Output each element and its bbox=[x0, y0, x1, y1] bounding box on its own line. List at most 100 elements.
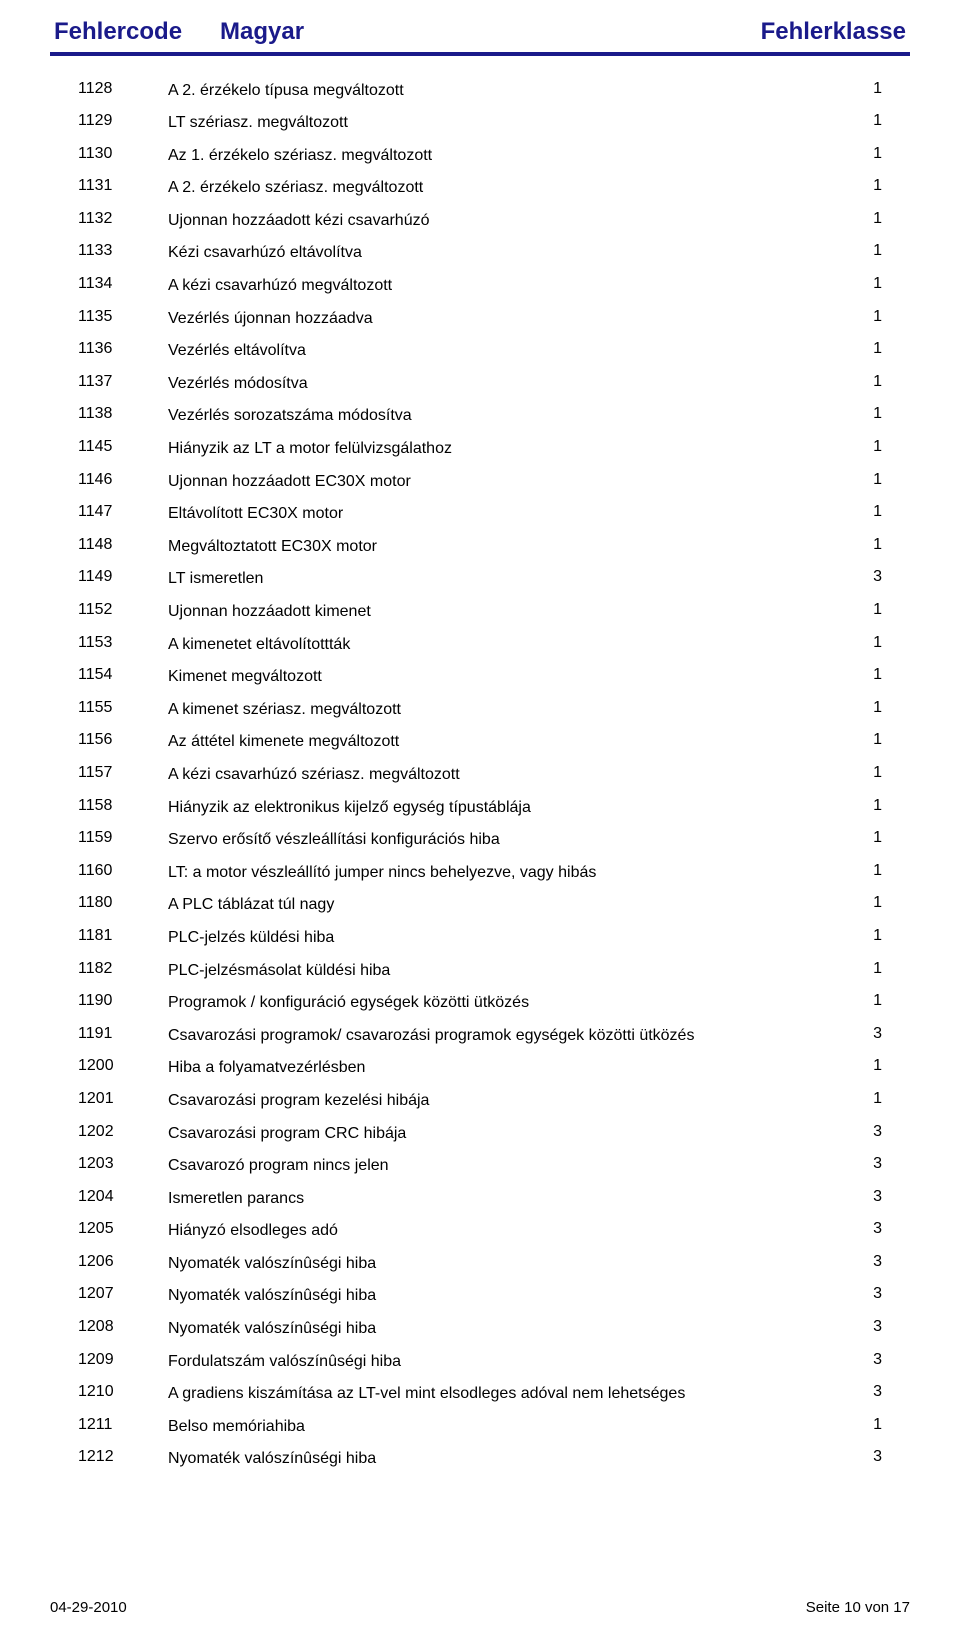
table-row: 1211Belso memóriahiba1 bbox=[78, 1410, 882, 1443]
table-row: 1158Hiányzik az elektronikus kijelző egy… bbox=[78, 791, 882, 824]
error-description: Csavarozási programok/ csavarozási progr… bbox=[168, 1025, 852, 1047]
table-row: 1205Hiányzó elsodleges adó3 bbox=[78, 1215, 882, 1248]
error-class: 1 bbox=[852, 699, 882, 717]
error-description: Ujonnan hozzáadott kimenet bbox=[168, 601, 852, 623]
error-code: 1201 bbox=[78, 1090, 168, 1108]
error-class: 1 bbox=[852, 177, 882, 195]
error-description: Hiba a folyamatvezérlésben bbox=[168, 1057, 852, 1079]
error-description: PLC-jelzés küldési hiba bbox=[168, 927, 852, 949]
error-description: A kézi csavarhúzó megváltozott bbox=[168, 275, 852, 297]
error-description: Vezérlés sorozatszáma módosítva bbox=[168, 405, 852, 427]
error-code: 1136 bbox=[78, 340, 168, 358]
error-code: 1156 bbox=[78, 731, 168, 749]
error-class: 3 bbox=[852, 1448, 882, 1466]
error-description: A kézi csavarhúzó szériasz. megváltozott bbox=[168, 764, 852, 786]
error-class: 1 bbox=[852, 992, 882, 1010]
error-class: 3 bbox=[852, 1318, 882, 1336]
error-description: Kézi csavarhúzó eltávolítva bbox=[168, 242, 852, 264]
error-code: 1191 bbox=[78, 1025, 168, 1043]
error-code: 1208 bbox=[78, 1318, 168, 1336]
error-class: 3 bbox=[852, 1025, 882, 1043]
table-row: 1154Kimenet megváltozott1 bbox=[78, 661, 882, 694]
error-description: PLC-jelzésmásolat küldési hiba bbox=[168, 960, 852, 982]
table-row: 1200Hiba a folyamatvezérlésben1 bbox=[78, 1052, 882, 1085]
table-row: 1152Ujonnan hozzáadott kimenet1 bbox=[78, 596, 882, 629]
error-class: 1 bbox=[852, 960, 882, 978]
error-code: 1146 bbox=[78, 471, 168, 489]
table-row: 1145Hiányzik az LT a motor felülvizsgála… bbox=[78, 433, 882, 466]
error-description: Nyomaték valószínûségi hiba bbox=[168, 1318, 852, 1340]
error-description: Vezérlés módosítva bbox=[168, 373, 852, 395]
table-row: 1201Csavarozási program kezelési hibája1 bbox=[78, 1084, 882, 1117]
error-code: 1149 bbox=[78, 568, 168, 586]
table-row: 1149LT ismeretlen3 bbox=[78, 563, 882, 596]
footer-date: 04-29-2010 bbox=[50, 1599, 127, 1616]
error-code: 1147 bbox=[78, 503, 168, 521]
table-row: 1181PLC-jelzés küldési hiba1 bbox=[78, 921, 882, 954]
error-code: 1206 bbox=[78, 1253, 168, 1271]
page: Fehlercode Magyar Fehlerklasse 1128A 2. … bbox=[0, 0, 960, 1630]
error-description: Megváltoztatott EC30X motor bbox=[168, 536, 852, 558]
error-description: Csavarozási program kezelési hibája bbox=[168, 1090, 852, 1112]
error-code: 1205 bbox=[78, 1220, 168, 1238]
error-class: 1 bbox=[852, 471, 882, 489]
error-class: 1 bbox=[852, 601, 882, 619]
table-row: 1160LT: a motor vészleállító jumper ninc… bbox=[78, 856, 882, 889]
error-code: 1134 bbox=[78, 275, 168, 293]
table-row: 1190Programok / konfiguráció egységek kö… bbox=[78, 987, 882, 1020]
footer-page: Seite 10 von 17 bbox=[806, 1599, 910, 1616]
error-description: LT: a motor vészleállító jumper nincs be… bbox=[168, 862, 852, 884]
table-row: 1191Csavarozási programok/ csavarozási p… bbox=[78, 1019, 882, 1052]
table-row: 1130Az 1. érzékelo szériasz. megváltozot… bbox=[78, 139, 882, 172]
error-code: 1190 bbox=[78, 992, 168, 1010]
error-class: 1 bbox=[852, 80, 882, 98]
error-code: 1159 bbox=[78, 829, 168, 847]
error-description: Csavarozási program CRC hibája bbox=[168, 1123, 852, 1145]
error-class: 3 bbox=[852, 1383, 882, 1401]
table-row: 1206Nyomaték valószínûségi hiba3 bbox=[78, 1247, 882, 1280]
table-row: 1203Csavarozó program nincs jelen3 bbox=[78, 1150, 882, 1183]
error-code: 1158 bbox=[78, 797, 168, 815]
error-class: 1 bbox=[852, 862, 882, 880]
table-row: 1202Csavarozási program CRC hibája3 bbox=[78, 1117, 882, 1150]
error-description: A gradiens kiszámítása az LT-vel mint el… bbox=[168, 1383, 852, 1405]
error-class: 1 bbox=[852, 1090, 882, 1108]
error-code: 1207 bbox=[78, 1285, 168, 1303]
error-code: 1211 bbox=[78, 1416, 168, 1434]
error-class: 3 bbox=[852, 1155, 882, 1173]
error-class: 3 bbox=[852, 1123, 882, 1141]
error-code: 1202 bbox=[78, 1123, 168, 1141]
error-code: 1200 bbox=[78, 1057, 168, 1075]
error-code: 1180 bbox=[78, 894, 168, 912]
error-code: 1132 bbox=[78, 210, 168, 228]
error-code: 1137 bbox=[78, 373, 168, 391]
error-description: A 2. érzékelo szériasz. megváltozott bbox=[168, 177, 852, 199]
error-code: 1160 bbox=[78, 862, 168, 880]
table-row: 1138Vezérlés sorozatszáma módosítva1 bbox=[78, 400, 882, 433]
error-class: 3 bbox=[852, 1188, 882, 1206]
header-col-fehlercode: Fehlercode bbox=[54, 18, 182, 46]
error-class: 1 bbox=[852, 210, 882, 228]
table-row: 1156Az áttétel kimenete megváltozott1 bbox=[78, 726, 882, 759]
error-description: Fordulatszám valószínûségi hiba bbox=[168, 1351, 852, 1373]
header-left: Fehlercode Magyar bbox=[54, 18, 304, 46]
error-description: Kimenet megváltozott bbox=[168, 666, 852, 688]
error-description: Az áttétel kimenete megváltozott bbox=[168, 731, 852, 753]
error-class: 1 bbox=[852, 503, 882, 521]
error-code: 1155 bbox=[78, 699, 168, 717]
error-code: 1129 bbox=[78, 112, 168, 130]
error-class: 3 bbox=[852, 1351, 882, 1369]
error-description: LT szériasz. megváltozott bbox=[168, 112, 852, 134]
error-class: 1 bbox=[852, 145, 882, 163]
error-code: 1210 bbox=[78, 1383, 168, 1401]
error-description: A kimenetet eltávolítottták bbox=[168, 634, 852, 656]
error-description: Hiányzik az elektronikus kijelző egység … bbox=[168, 797, 852, 819]
table-row: 1157A kézi csavarhúzó szériasz. megválto… bbox=[78, 758, 882, 791]
error-class: 1 bbox=[852, 275, 882, 293]
error-class: 1 bbox=[852, 829, 882, 847]
error-class: 3 bbox=[852, 1285, 882, 1303]
error-description: Programok / konfiguráció egységek között… bbox=[168, 992, 852, 1014]
error-class: 3 bbox=[852, 568, 882, 586]
error-description: Ujonnan hozzáadott EC30X motor bbox=[168, 471, 852, 493]
error-description: Nyomaték valószínûségi hiba bbox=[168, 1448, 852, 1470]
